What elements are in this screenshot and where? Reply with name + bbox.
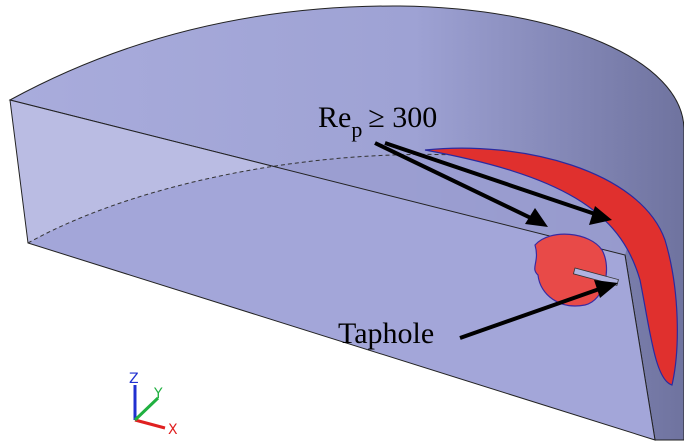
rep-base: Re	[318, 101, 351, 134]
rep-rest: ≥ 300	[368, 101, 437, 134]
taphole-label: Taphole	[338, 317, 434, 350]
axes-triad: Z Y X	[129, 371, 178, 438]
axis-z: Z	[129, 371, 139, 387]
axis-y: Y	[153, 386, 163, 402]
axis-x: X	[168, 422, 178, 438]
figure: Rep≥ 300 Taphole Z Y X	[0, 0, 684, 446]
page: Rep≥ 300 Taphole Z Y X (() => { const da…	[0, 0, 684, 446]
rep-subscript: p	[351, 117, 362, 142]
